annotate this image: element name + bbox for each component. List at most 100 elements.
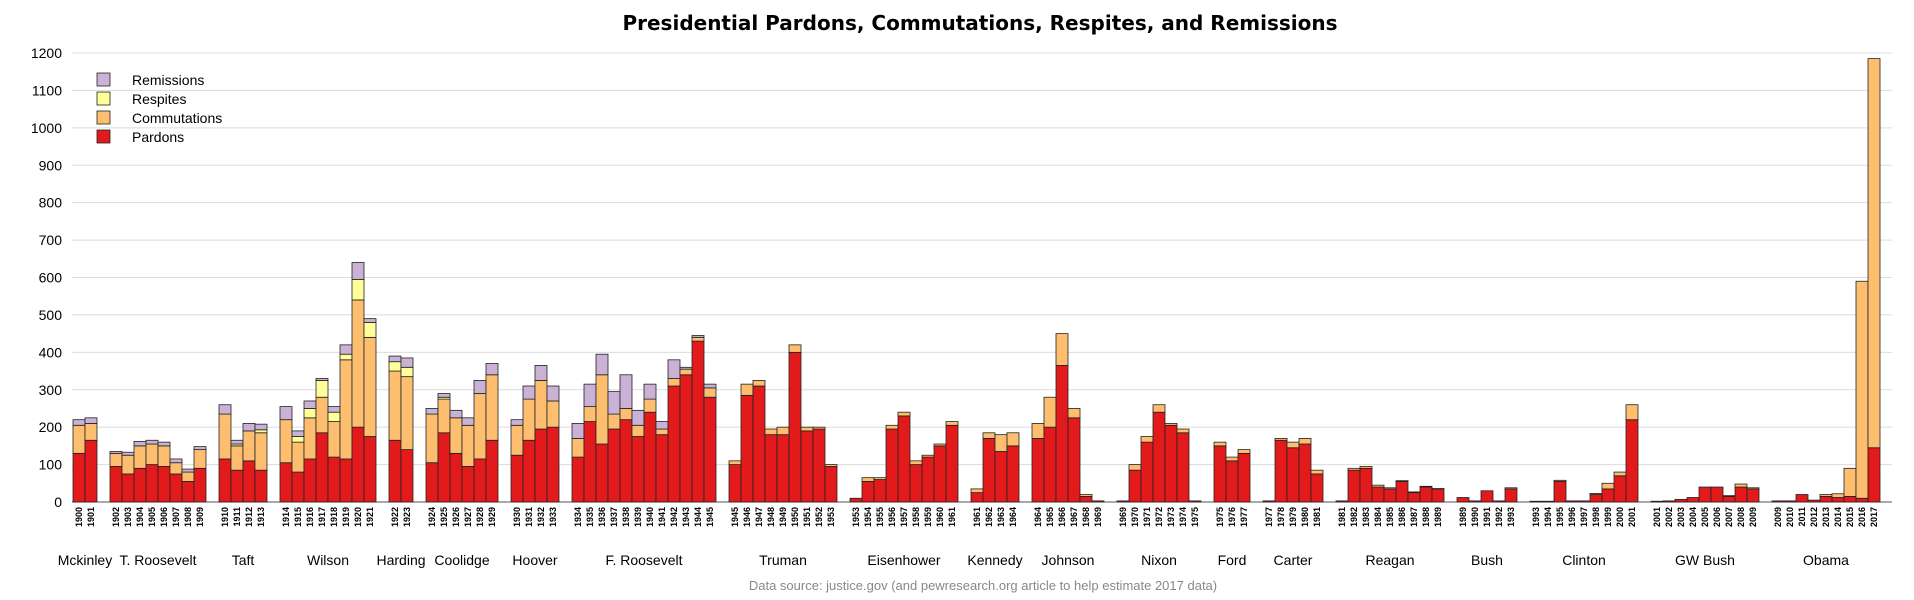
x-tick-label: 1903 [123, 507, 133, 527]
bar-segment-pardons [1492, 500, 1506, 503]
bar-f-roosevelt-1944 [691, 335, 705, 503]
x-tick-label: 1965 [1045, 507, 1055, 527]
bar-segment-remissions [157, 441, 171, 447]
bar-segment-remissions [193, 446, 207, 451]
bar-segment-commutations [1395, 480, 1409, 482]
x-tick-label: 1940 [645, 507, 655, 527]
legend-swatch [96, 72, 111, 87]
bar-clinton-1994 [1541, 500, 1555, 503]
x-tick-label: 1975 [1215, 507, 1225, 527]
bar-segment-pardons [1419, 486, 1433, 503]
bar-segment-commutations [728, 460, 742, 465]
bar-segment-commutations [1855, 280, 1869, 499]
bar-segment-pardons [583, 421, 597, 503]
bar-segment-pardons [1843, 495, 1857, 503]
x-tick-label: 1947 [754, 507, 764, 527]
bar-segment-commutations [461, 424, 475, 467]
bar-segment-remissions [254, 423, 268, 431]
x-tick-label: 1923 [402, 507, 412, 527]
bar-truman-1950 [788, 344, 802, 503]
bar-eisenhower-1957 [897, 411, 911, 503]
bar-segment-commutations [72, 424, 86, 454]
x-tick-label: 1953 [826, 507, 836, 527]
x-tick-label: 2007 [1724, 507, 1734, 527]
bar-f-roosevelt-1940 [643, 383, 657, 503]
bar-segment-commutations [1722, 495, 1736, 497]
bar-eisenhower-1958 [909, 460, 923, 503]
bar-segment-pardons [1055, 365, 1069, 503]
x-tick-label: 1928 [475, 507, 485, 527]
bar-segment-pardons [1079, 495, 1093, 503]
bar-segment-commutations [595, 374, 609, 445]
bar-segment-pardons [1043, 426, 1057, 503]
bar-segment-commutations [1734, 483, 1748, 488]
bar-segment-commutations [800, 426, 814, 432]
president-label: Hoover [512, 552, 557, 568]
bar-segment-commutations [933, 443, 947, 447]
bar-segment-remissions [291, 430, 305, 437]
x-tick-label: 1997 [1579, 507, 1589, 527]
bar-t-roosevelt-1902 [109, 451, 123, 503]
bar-segment-remissions [400, 357, 414, 368]
bar-gw-bush-2009 [1746, 487, 1760, 503]
x-tick-label: 1931 [524, 507, 534, 527]
y-tick-label: 100 [39, 457, 63, 473]
bar-segment-respites [363, 321, 377, 338]
bar-truman-1952 [812, 426, 826, 503]
y-tick-label: 1100 [32, 82, 62, 98]
bar-segment-commutations [945, 421, 959, 426]
bar-nixon-1971 [1140, 436, 1154, 503]
legend-swatch [96, 129, 111, 144]
bar-segment-commutations [752, 379, 766, 387]
bar-segment-pardons [1577, 500, 1591, 503]
bar-segment-pardons [230, 469, 244, 503]
x-tick-label: 1989 [1433, 507, 1443, 527]
bar-segment-pardons [1819, 495, 1833, 503]
bar-segment-pardons [1188, 500, 1202, 503]
bar-bush-1993 [1504, 487, 1518, 503]
x-tick-label: 1915 [293, 507, 303, 527]
bar-segment-remissions [595, 353, 609, 376]
bar-segment-commutations [339, 359, 353, 460]
bar-clinton-1998 [1589, 492, 1603, 503]
bar-ford-1976 [1225, 456, 1239, 503]
bar-truman-1948 [764, 428, 778, 503]
bar-segment-pardons [1686, 497, 1700, 503]
bar-segment-respites [315, 379, 329, 398]
bar-segment-commutations [583, 406, 597, 422]
x-tick-label: 1920 [353, 507, 363, 527]
bar-segment-pardons [1613, 475, 1627, 503]
bar-segment-pardons [1031, 437, 1045, 503]
bar-segment-pardons [1807, 499, 1821, 503]
bar-reagan-1989 [1431, 488, 1445, 503]
x-tick-label: 2016 [1857, 507, 1867, 527]
bar-reagan-1987 [1407, 491, 1421, 503]
x-tick-label: 1950 [790, 507, 800, 527]
bar-segment-respites [327, 411, 341, 422]
bar-segment-commutations [571, 437, 585, 458]
bar-segment-commutations [740, 383, 754, 396]
bar-t-roosevelt-1908 [181, 468, 195, 503]
bar-segment-pardons [218, 458, 232, 503]
bar-segment-commutations [1383, 487, 1397, 490]
bar-segment-pardons [522, 439, 536, 503]
bar-segment-pardons [619, 419, 633, 503]
bar-segment-commutations [1286, 441, 1300, 449]
bar-truman-1946 [740, 383, 754, 503]
bar-coolidge-1926 [449, 409, 463, 503]
bar-segment-commutations [1310, 469, 1324, 475]
bar-segment-pardons [1225, 460, 1239, 503]
bar-segment-remissions [218, 404, 232, 415]
x-tick-label: 1918 [329, 507, 339, 527]
bar-clinton-2001 [1625, 404, 1639, 503]
bar-segment-remissions [327, 406, 341, 413]
x-tick-label: 1957 [899, 507, 909, 527]
bar-segment-remissions [145, 439, 159, 445]
bar-segment-pardons [534, 428, 548, 503]
president-label: Nixon [1141, 552, 1177, 568]
bar-segment-respites [291, 436, 305, 443]
bar-eisenhower-1960 [933, 443, 947, 503]
x-tick-label: 2008 [1736, 507, 1746, 527]
president-label: Carter [1274, 552, 1313, 568]
x-tick-label: 1929 [487, 507, 497, 527]
